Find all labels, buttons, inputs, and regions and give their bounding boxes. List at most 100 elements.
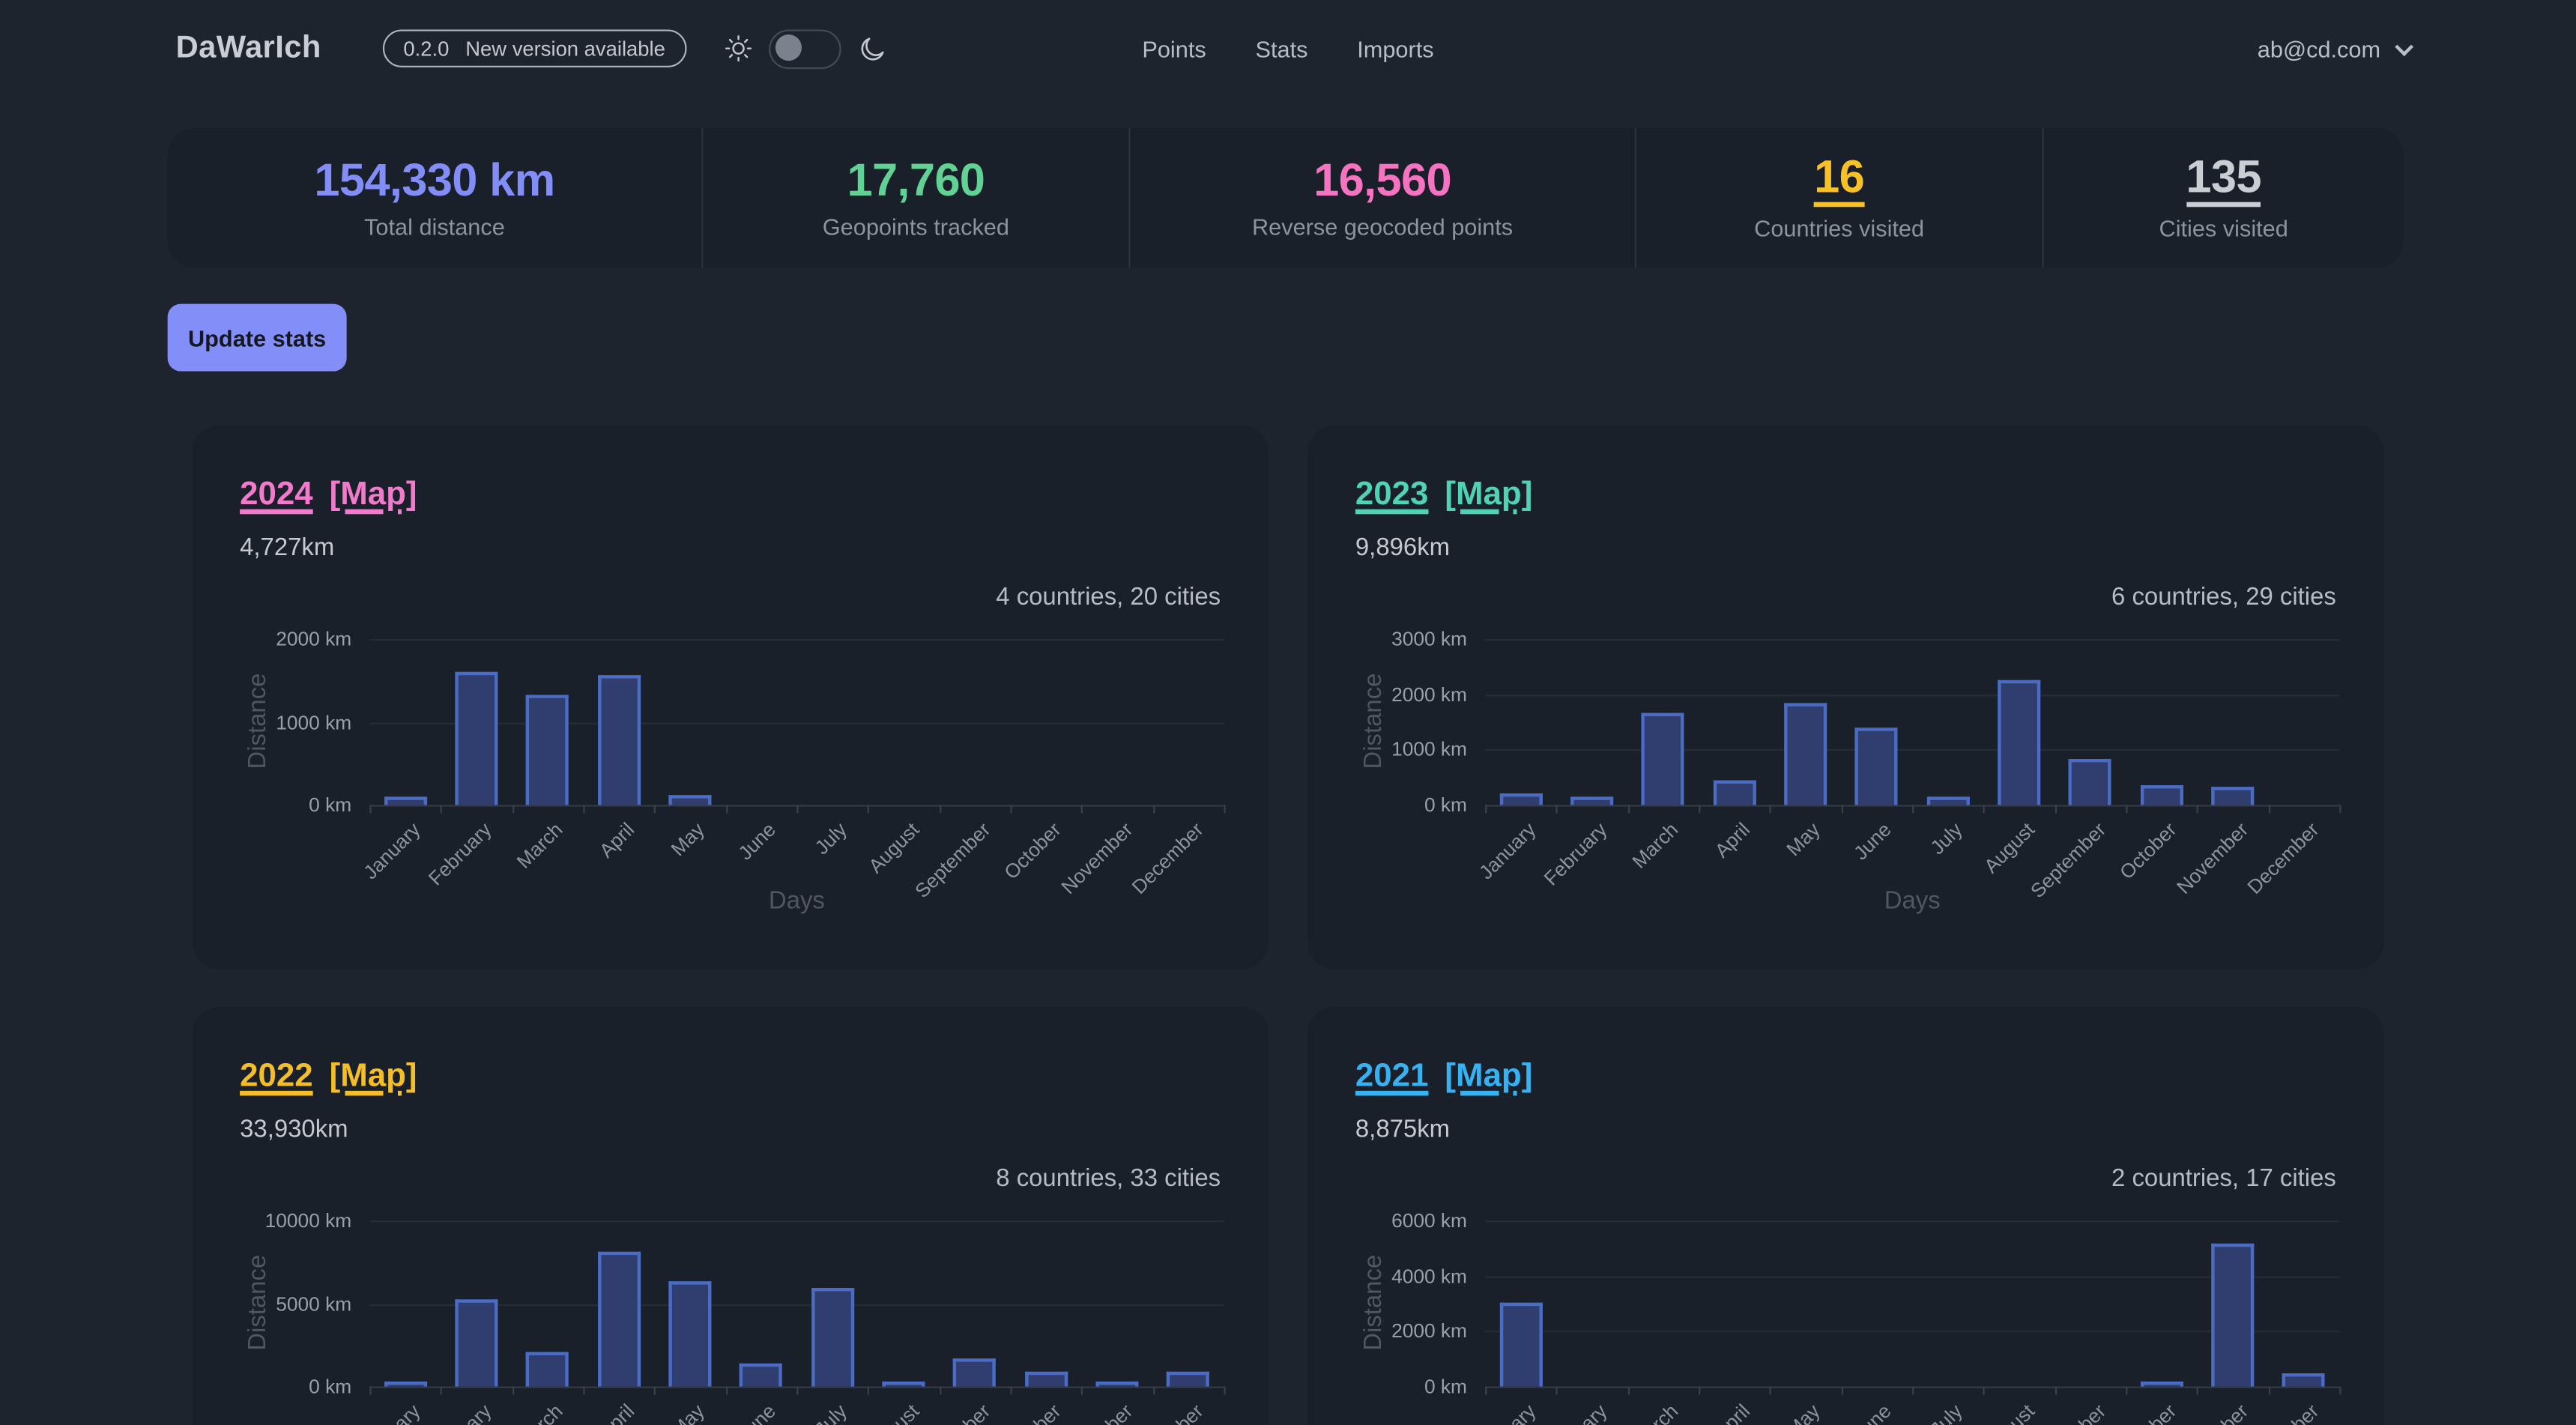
version-number: 0.2.0 bbox=[403, 37, 450, 61]
x-tick-mark bbox=[512, 805, 514, 814]
year-distance: 33,930km bbox=[240, 1115, 348, 1144]
stat-label: Geopoints tracked bbox=[822, 214, 1009, 240]
year-distance: 9,896km bbox=[1355, 533, 1451, 562]
month-label: April bbox=[594, 817, 638, 862]
month-label: April bbox=[594, 1400, 638, 1425]
bar-march bbox=[1642, 712, 1685, 805]
gridline bbox=[369, 1220, 1224, 1223]
y-tick-label: 2000 km bbox=[276, 627, 352, 651]
navbar: DaWarIch 0.2.0 New version available bbox=[168, 0, 2414, 97]
nav-link-imports[interactable]: Imports bbox=[1357, 35, 1434, 62]
stat-label: Total distance bbox=[364, 214, 505, 240]
month-label: July bbox=[811, 1400, 853, 1425]
month-label: February bbox=[1540, 1400, 1612, 1425]
bar-january bbox=[384, 1381, 427, 1387]
month-label: December bbox=[1128, 1400, 1209, 1425]
bar-october bbox=[2140, 785, 2183, 805]
card-title: 2024 [Map] bbox=[240, 476, 417, 514]
version-text: New version available bbox=[465, 37, 665, 61]
month-label: March bbox=[1627, 817, 1683, 874]
map-link-2021[interactable]: [Map] bbox=[1445, 1058, 1533, 1095]
gridline bbox=[1485, 1331, 2340, 1333]
bar-march bbox=[526, 1352, 569, 1387]
year-summary: 4 countries, 20 cities bbox=[996, 583, 1221, 611]
x-tick-mark bbox=[1081, 805, 1083, 814]
x-tick-mark bbox=[1983, 805, 1986, 814]
y-tick-label: 0 km bbox=[309, 1375, 352, 1398]
map-link-2024[interactable]: [Map] bbox=[329, 476, 417, 513]
theme-switcher bbox=[725, 28, 887, 68]
map-link-2023[interactable]: [Map] bbox=[1445, 476, 1533, 513]
y-tick-label: 2000 km bbox=[1391, 1319, 1467, 1343]
bar-april bbox=[1713, 780, 1756, 805]
user-menu[interactable]: ab@cd.com bbox=[2258, 35, 2414, 61]
x-tick-mark bbox=[868, 1386, 870, 1395]
year-distance: 8,875km bbox=[1355, 1115, 1451, 1144]
month-label: June bbox=[1849, 817, 1896, 865]
stat-value[interactable]: 16 bbox=[1814, 153, 1865, 207]
month-label: July bbox=[811, 817, 853, 859]
bar-november bbox=[2211, 787, 2255, 805]
y-tick-label: 5000 km bbox=[276, 1292, 352, 1316]
bar-june bbox=[740, 1363, 783, 1387]
app-logo[interactable]: DaWarIch bbox=[175, 30, 321, 65]
x-tick-mark bbox=[441, 1386, 443, 1395]
gridline bbox=[1485, 1220, 2340, 1223]
bar-october bbox=[2140, 1381, 2183, 1387]
x-tick-mark bbox=[1841, 805, 1843, 814]
month-label: February bbox=[424, 1400, 496, 1425]
bar-september bbox=[953, 1358, 997, 1387]
x-tick-mark bbox=[796, 1386, 799, 1395]
year-link-2024[interactable]: 2024 bbox=[240, 476, 313, 513]
bar-april bbox=[597, 675, 641, 805]
x-axis-title: Days bbox=[1884, 887, 1941, 916]
x-tick-mark bbox=[369, 1386, 372, 1395]
stat-label: Reverse geocoded points bbox=[1252, 214, 1514, 240]
x-tick-mark bbox=[441, 805, 443, 814]
month-label: May bbox=[1782, 1400, 1825, 1425]
x-tick-mark bbox=[2268, 805, 2270, 814]
x-tick-mark bbox=[1699, 1386, 1701, 1395]
month-label: May bbox=[667, 1400, 710, 1425]
year-distance: 4,727km bbox=[240, 533, 335, 562]
month-label: December bbox=[2243, 1400, 2323, 1425]
year-link-2023[interactable]: 2023 bbox=[1355, 476, 1429, 513]
x-tick-mark bbox=[1627, 805, 1630, 814]
gridline bbox=[1485, 1386, 2340, 1388]
y-tick-label: 4000 km bbox=[1391, 1264, 1467, 1288]
bar-october bbox=[1024, 1371, 1068, 1387]
year-link-2022[interactable]: 2022 bbox=[240, 1058, 313, 1095]
nav-link-stats[interactable]: Stats bbox=[1255, 35, 1308, 62]
bar-june bbox=[1855, 727, 1899, 805]
month-label: March bbox=[513, 1400, 567, 1425]
x-tick-mark bbox=[2339, 1386, 2341, 1395]
x-tick-mark bbox=[1770, 1386, 1772, 1395]
x-tick-mark bbox=[796, 805, 799, 814]
month-label: September bbox=[910, 1400, 994, 1425]
update-stats-button[interactable]: Update stats bbox=[167, 303, 347, 372]
x-tick-mark bbox=[1770, 805, 1772, 814]
month-label: September bbox=[2025, 1400, 2110, 1425]
x-tick-mark bbox=[939, 805, 941, 814]
nav-link-points[interactable]: Points bbox=[1142, 35, 1206, 62]
x-tick-mark bbox=[1983, 1386, 1986, 1395]
month-label: August bbox=[863, 1400, 923, 1425]
stat-value[interactable]: 135 bbox=[2186, 153, 2262, 207]
x-tick-mark bbox=[2126, 805, 2128, 814]
x-tick-mark bbox=[1485, 1386, 1487, 1395]
bar-may bbox=[668, 795, 712, 805]
x-tick-mark bbox=[1556, 805, 1558, 814]
month-label: August bbox=[1979, 1400, 2039, 1425]
year-link-2021[interactable]: 2021 bbox=[1355, 1058, 1429, 1095]
x-tick-mark bbox=[725, 805, 728, 814]
bar-november bbox=[2211, 1243, 2255, 1387]
version-badge[interactable]: 0.2.0 New version available bbox=[381, 29, 687, 67]
month-label: April bbox=[1709, 1400, 1754, 1425]
bar-january bbox=[384, 796, 427, 805]
theme-toggle[interactable] bbox=[768, 28, 841, 68]
y-tick-label: 10000 km bbox=[264, 1208, 352, 1232]
map-link-2022[interactable]: [Map] bbox=[329, 1058, 417, 1095]
bar-august bbox=[882, 1381, 925, 1387]
bar-december bbox=[1167, 1371, 1210, 1387]
bar-july bbox=[811, 1287, 854, 1387]
